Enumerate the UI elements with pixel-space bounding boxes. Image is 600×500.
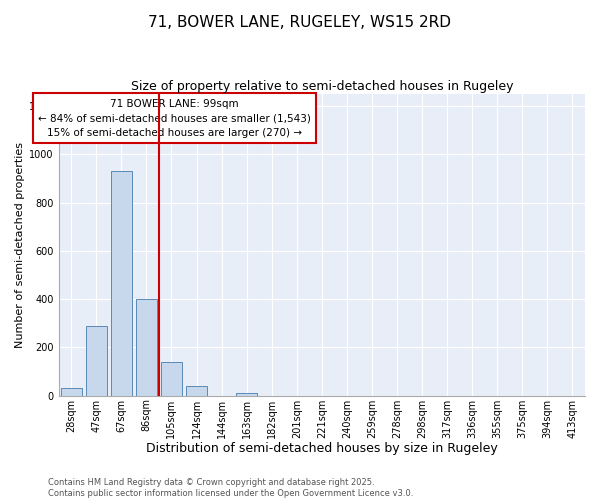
Text: 71 BOWER LANE: 99sqm
← 84% of semi-detached houses are smaller (1,543)
15% of se: 71 BOWER LANE: 99sqm ← 84% of semi-detac… <box>38 98 311 138</box>
Bar <box>86 326 107 396</box>
Bar <box>236 394 257 396</box>
Title: Size of property relative to semi-detached houses in Rugeley: Size of property relative to semi-detach… <box>131 80 513 93</box>
Bar <box>186 386 207 396</box>
Bar <box>161 362 182 396</box>
Bar <box>61 388 82 396</box>
Y-axis label: Number of semi-detached properties: Number of semi-detached properties <box>15 142 25 348</box>
X-axis label: Distribution of semi-detached houses by size in Rugeley: Distribution of semi-detached houses by … <box>146 442 498 455</box>
Text: 71, BOWER LANE, RUGELEY, WS15 2RD: 71, BOWER LANE, RUGELEY, WS15 2RD <box>149 15 452 30</box>
Text: Contains HM Land Registry data © Crown copyright and database right 2025.
Contai: Contains HM Land Registry data © Crown c… <box>48 478 413 498</box>
Bar <box>136 299 157 396</box>
Bar <box>110 172 132 396</box>
